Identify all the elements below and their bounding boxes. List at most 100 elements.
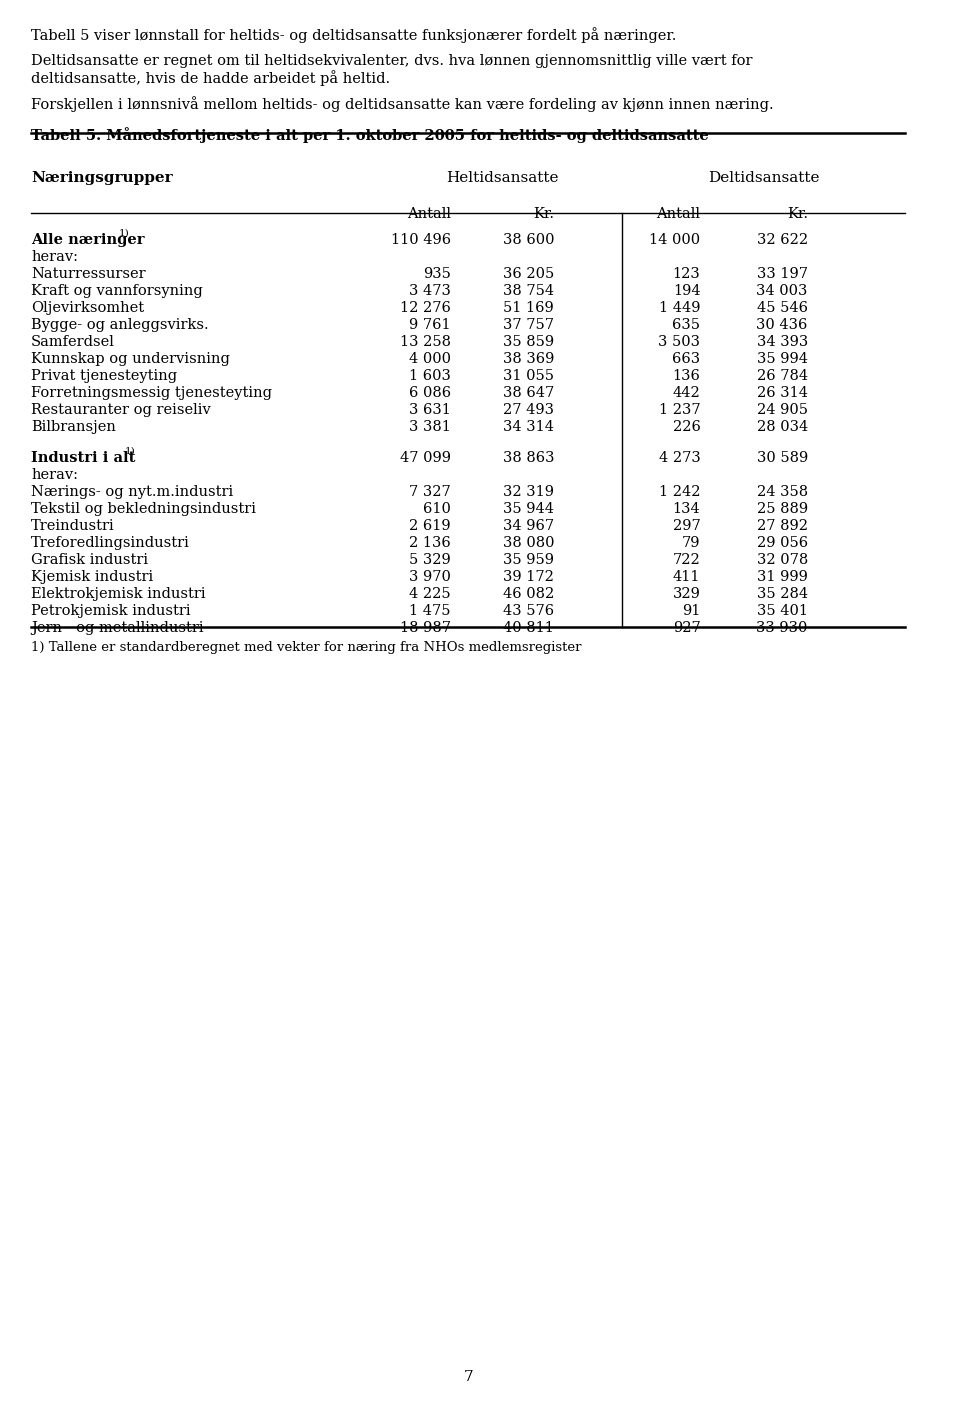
Text: Kr.: Kr. [787, 208, 807, 222]
Text: Næringsgrupper: Næringsgrupper [32, 171, 173, 185]
Text: 5 329: 5 329 [409, 554, 451, 568]
Text: Tabell 5 viser lønnstall for heltids- og deltidsansatte funksjonærer fordelt på : Tabell 5 viser lønnstall for heltids- og… [32, 27, 677, 42]
Text: 27 892: 27 892 [756, 520, 807, 532]
Text: 13 258: 13 258 [399, 335, 451, 349]
Text: Petrokjemisk industri: Petrokjemisk industri [32, 604, 191, 618]
Text: 47 099: 47 099 [399, 450, 451, 465]
Text: 3 381: 3 381 [409, 419, 451, 433]
Text: 935: 935 [422, 267, 451, 281]
Text: 40 811: 40 811 [503, 621, 554, 635]
Text: Deltidsansatte er regnet om til heltidsekvivalenter, dvs. hva lønnen gjennomsnit: Deltidsansatte er regnet om til heltidse… [32, 54, 753, 68]
Text: 79: 79 [682, 537, 701, 551]
Text: 38 600: 38 600 [503, 233, 554, 247]
Text: 36 205: 36 205 [503, 267, 554, 281]
Text: herav:: herav: [32, 250, 78, 264]
Text: 110 496: 110 496 [391, 233, 451, 247]
Text: 31 999: 31 999 [756, 570, 807, 585]
Text: 26 784: 26 784 [756, 369, 807, 383]
Text: 1 603: 1 603 [409, 369, 451, 383]
Text: 3 631: 3 631 [409, 402, 451, 417]
Text: 663: 663 [672, 352, 701, 366]
Text: 9 761: 9 761 [409, 318, 451, 332]
Text: Kjemisk industri: Kjemisk industri [32, 570, 154, 585]
Text: 38 369: 38 369 [503, 352, 554, 366]
Text: Antall: Antall [407, 208, 451, 222]
Text: Treindustri: Treindustri [32, 520, 115, 532]
Text: 1) Tallene er standardberegnet med vekter for næring fra NHOs medlemsregister: 1) Tallene er standardberegnet med vekte… [32, 641, 582, 654]
Text: 442: 442 [673, 385, 701, 400]
Text: 14 000: 14 000 [649, 233, 701, 247]
Text: Bilbransjen: Bilbransjen [32, 419, 116, 433]
Text: 7: 7 [464, 1370, 473, 1384]
Text: 329: 329 [673, 587, 701, 602]
Text: 46 082: 46 082 [503, 587, 554, 602]
Text: 31 055: 31 055 [503, 369, 554, 383]
Text: 34 393: 34 393 [756, 335, 807, 349]
Text: Forretningsmessig tjenesteyting: Forretningsmessig tjenesteyting [32, 385, 273, 400]
Text: 34 003: 34 003 [756, 284, 807, 298]
Text: Restauranter og reiseliv: Restauranter og reiseliv [32, 402, 211, 417]
Text: Elektrokjemisk industri: Elektrokjemisk industri [32, 587, 205, 602]
Text: Oljevirksomhet: Oljevirksomhet [32, 301, 144, 315]
Text: 33 197: 33 197 [756, 267, 807, 281]
Text: Naturressurser: Naturressurser [32, 267, 146, 281]
Text: 2 136: 2 136 [409, 537, 451, 551]
Text: 7 327: 7 327 [409, 484, 451, 498]
Text: 2 619: 2 619 [409, 520, 451, 532]
Text: deltidsansatte, hvis de hadde arbeidet på heltid.: deltidsansatte, hvis de hadde arbeidet p… [32, 71, 391, 86]
Text: 38 863: 38 863 [503, 450, 554, 465]
Text: 194: 194 [673, 284, 701, 298]
Text: 91: 91 [683, 604, 701, 618]
Text: Tekstil og bekledningsindustri: Tekstil og bekledningsindustri [32, 503, 256, 515]
Text: 123: 123 [673, 267, 701, 281]
Text: Kunnskap og undervisning: Kunnskap og undervisning [32, 352, 230, 366]
Text: 32 078: 32 078 [756, 554, 807, 568]
Text: 43 576: 43 576 [503, 604, 554, 618]
Text: 24 358: 24 358 [756, 484, 807, 498]
Text: 411: 411 [673, 570, 701, 585]
Text: Kraft og vannforsyning: Kraft og vannforsyning [32, 284, 203, 298]
Text: Kr.: Kr. [533, 208, 554, 222]
Text: 297: 297 [673, 520, 701, 532]
Text: 39 172: 39 172 [503, 570, 554, 585]
Text: Deltidsansatte: Deltidsansatte [708, 171, 820, 185]
Text: Heltidsansatte: Heltidsansatte [446, 171, 559, 185]
Text: Tabell 5. Månedsfortjeneste i alt per 1. oktober 2005 for heltids- og deltidsans: Tabell 5. Månedsfortjeneste i alt per 1.… [32, 127, 709, 143]
Text: 1 475: 1 475 [409, 604, 451, 618]
Text: 27 493: 27 493 [503, 402, 554, 417]
Text: 12 276: 12 276 [400, 301, 451, 315]
Text: Bygge- og anleggsvirks.: Bygge- og anleggsvirks. [32, 318, 209, 332]
Text: 1 242: 1 242 [659, 484, 701, 498]
Text: herav:: herav: [32, 467, 78, 481]
Text: 29 056: 29 056 [756, 537, 807, 551]
Text: 25 889: 25 889 [756, 503, 807, 515]
Text: 30 436: 30 436 [756, 318, 807, 332]
Text: 38 647: 38 647 [503, 385, 554, 400]
Text: 3 473: 3 473 [409, 284, 451, 298]
Text: 1): 1) [118, 229, 130, 239]
Text: 635: 635 [673, 318, 701, 332]
Text: 34 314: 34 314 [503, 419, 554, 433]
Text: Treforedlingsindustri: Treforedlingsindustri [32, 537, 190, 551]
Text: 35 944: 35 944 [503, 503, 554, 515]
Text: Grafisk industri: Grafisk industri [32, 554, 149, 568]
Text: 226: 226 [673, 419, 701, 433]
Text: Samferdsel: Samferdsel [32, 335, 115, 349]
Text: 26 314: 26 314 [756, 385, 807, 400]
Text: Jern - og metallindustri: Jern - og metallindustri [32, 621, 204, 635]
Text: 45 546: 45 546 [756, 301, 807, 315]
Text: 35 859: 35 859 [503, 335, 554, 349]
Text: 136: 136 [673, 369, 701, 383]
Text: 1 237: 1 237 [659, 402, 701, 417]
Text: Alle næringer: Alle næringer [32, 233, 145, 247]
Text: 33 930: 33 930 [756, 621, 807, 635]
Text: 1): 1) [125, 448, 135, 456]
Text: 32 319: 32 319 [503, 484, 554, 498]
Text: 134: 134 [673, 503, 701, 515]
Text: 4 000: 4 000 [409, 352, 451, 366]
Text: Nærings- og nyt.m.industri: Nærings- og nyt.m.industri [32, 484, 233, 498]
Text: 722: 722 [673, 554, 701, 568]
Text: Antall: Antall [657, 208, 701, 222]
Text: 3 970: 3 970 [409, 570, 451, 585]
Text: 24 905: 24 905 [756, 402, 807, 417]
